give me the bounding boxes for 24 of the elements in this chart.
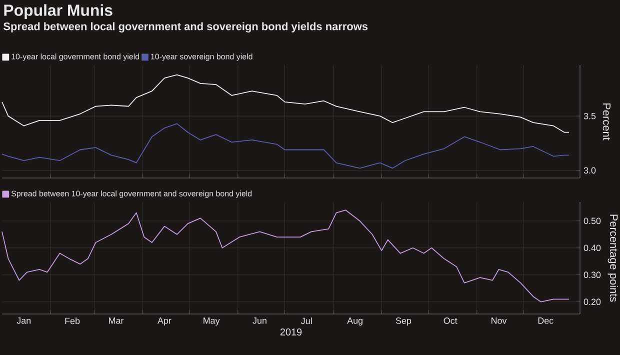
x-tick-label: Jul [301, 318, 312, 324]
y-tick-label: 3.0 [584, 167, 596, 174]
x-tick-label: Sep [396, 318, 412, 326]
x-tick-label: Apr [158, 318, 172, 326]
y-tick-label: 0.30 [584, 272, 601, 278]
x-tick-label: Nov [492, 318, 507, 324]
chart-title: Popular Munis [4, 4, 112, 20]
y-axis-title: Percent [602, 104, 610, 140]
line-series [2, 74, 570, 133]
y-tick-label: 0.40 [584, 244, 601, 252]
x-tick-label: Jan [16, 318, 31, 324]
chart-subtitle: Spread between local government and sovereign bond yields narrows [4, 22, 368, 32]
x-tick-label: Oct [444, 318, 458, 324]
x-tick-label: Dec [538, 318, 554, 324]
y-tick-label: 3.5 [584, 112, 596, 120]
x-tick-label: Feb [65, 318, 80, 324]
y-tick-label: 0.20 [584, 298, 601, 306]
x-tick-label: Jun [252, 318, 266, 324]
x-tick-label: May [204, 318, 220, 326]
y-axis-title: Percentage points [608, 214, 618, 302]
x-tick-label: Aug [347, 318, 362, 326]
x-axis-title: 2019 [280, 328, 302, 336]
x-tick-label: Mar [109, 318, 124, 324]
y-tick-label: 0.50 [584, 218, 601, 224]
